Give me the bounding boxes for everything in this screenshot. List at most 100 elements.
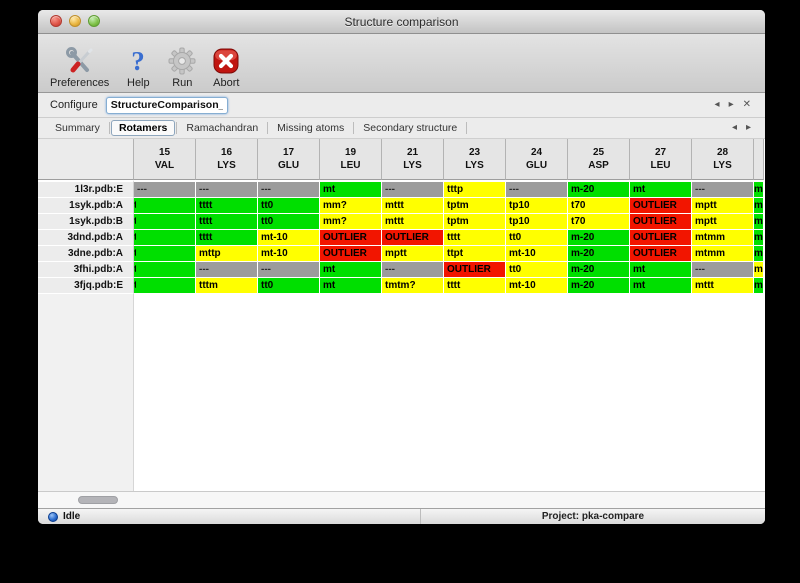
rotamer-cell[interactable]: mt bbox=[630, 278, 692, 294]
column-header-15[interactable]: 15 VAL bbox=[134, 139, 196, 180]
rotamer-cell[interactable]: tttm bbox=[196, 278, 258, 294]
tab-forward-icon[interactable]: ▸ bbox=[745, 122, 751, 133]
rotamer-cell[interactable]: mptt bbox=[382, 246, 444, 262]
tab-summary[interactable]: Summary bbox=[55, 122, 100, 134]
rotamer-cell[interactable]: tttp bbox=[444, 180, 506, 198]
row-label[interactable]: 3dne.pdb:A bbox=[38, 246, 134, 262]
config-forward-icon[interactable]: ▸ bbox=[728, 99, 734, 110]
rotamer-cell[interactable]: tttt bbox=[444, 278, 506, 294]
rotamer-cell[interactable]: OUTLIER bbox=[630, 214, 692, 230]
rotamer-cell[interactable]: tt0 bbox=[258, 214, 320, 230]
tab-back-icon[interactable]: ◂ bbox=[731, 122, 737, 133]
rotamer-cell[interactable]: OUTLIER bbox=[630, 198, 692, 214]
rotamer-cell[interactable]: mt bbox=[630, 262, 692, 278]
help-button[interactable]: ? Help bbox=[123, 46, 153, 89]
horizontal-scrollbar[interactable] bbox=[38, 491, 765, 508]
rotamer-cell[interactable]: tttt bbox=[196, 198, 258, 214]
title-bar[interactable]: Structure comparison bbox=[38, 10, 765, 34]
rotamer-cell[interactable]: tptm bbox=[444, 198, 506, 214]
rotamer-cell[interactable]: tt0 bbox=[258, 278, 320, 294]
tab-ramachandran[interactable]: Ramachandran bbox=[186, 122, 259, 134]
rotamer-cell[interactable]: mtmm bbox=[692, 246, 754, 262]
column-header-27[interactable]: 27 LEU bbox=[630, 139, 692, 180]
column-header-28[interactable]: 28 LYS bbox=[692, 139, 754, 180]
rotamer-cell[interactable]: m-20 bbox=[568, 246, 630, 262]
column-header-17[interactable]: 17 GLU bbox=[258, 139, 320, 180]
row-label[interactable]: 1l3r.pdb:E bbox=[38, 180, 134, 198]
rotamer-cell[interactable]: t bbox=[134, 262, 196, 278]
row-label[interactable]: 1syk.pdb:B bbox=[38, 214, 134, 230]
rotamer-cell[interactable]: mtmm bbox=[692, 230, 754, 246]
rotamer-cell[interactable]: mt-10 bbox=[506, 246, 568, 262]
rotamer-cell[interactable]: m-20 bbox=[568, 230, 630, 246]
rotamer-cell[interactable]: OUTLIER bbox=[444, 262, 506, 278]
rotamer-cell[interactable]: --- bbox=[692, 180, 754, 198]
column-header-24[interactable]: 24 GLU bbox=[506, 139, 568, 180]
rotamer-cell[interactable]: tt0 bbox=[258, 198, 320, 214]
rotamer-cell[interactable]: t bbox=[134, 278, 196, 294]
rotamer-cell[interactable]: mt bbox=[320, 278, 382, 294]
rotamer-cell[interactable]: mt-10 bbox=[258, 246, 320, 262]
rotamer-cell[interactable]: t bbox=[134, 230, 196, 246]
rotamer-cell[interactable]: mttt bbox=[382, 198, 444, 214]
rotamer-cell[interactable]: --- bbox=[196, 180, 258, 198]
column-header-16[interactable]: 16 LYS bbox=[196, 139, 258, 180]
rotamer-cell[interactable]: OUTLIER bbox=[320, 246, 382, 262]
rotamer-cell[interactable]: --- bbox=[382, 180, 444, 198]
rotamer-cell[interactable]: OUTLIER bbox=[320, 230, 382, 246]
rotamer-cell[interactable]: t bbox=[134, 198, 196, 214]
rotamer-cell[interactable]: ttpt bbox=[444, 246, 506, 262]
rotamer-cell[interactable]: tmtm? bbox=[382, 278, 444, 294]
configure-name-input[interactable] bbox=[105, 96, 228, 114]
column-header-21[interactable]: 21 LYS bbox=[382, 139, 444, 180]
rotamer-cell[interactable]: tp10 bbox=[506, 214, 568, 230]
scrollbar-thumb[interactable] bbox=[78, 496, 118, 504]
rotamer-cell[interactable]: mttt bbox=[692, 278, 754, 294]
rotamer-cell[interactable]: mt-10 bbox=[506, 278, 568, 294]
abort-button[interactable]: Abort bbox=[211, 46, 241, 89]
row-label[interactable]: 3dnd.pdb:A bbox=[38, 230, 134, 246]
rotamer-cell[interactable]: tp10 bbox=[506, 198, 568, 214]
minimize-window-button[interactable] bbox=[69, 15, 81, 27]
row-label[interactable]: 3fhi.pdb:A bbox=[38, 262, 134, 278]
tab-rotamers[interactable]: Rotamers bbox=[110, 120, 176, 136]
rotamer-cell[interactable]: mptt bbox=[692, 198, 754, 214]
column-header-23[interactable]: 23 LYS bbox=[444, 139, 506, 180]
rotamer-cell[interactable]: mt bbox=[630, 180, 692, 198]
zoom-window-button[interactable] bbox=[88, 15, 100, 27]
rotamer-cell[interactable]: tttt bbox=[196, 230, 258, 246]
rotamer-cell[interactable]: mm? bbox=[320, 198, 382, 214]
rotamer-cell[interactable]: t bbox=[134, 214, 196, 230]
column-header-25[interactable]: 25 ASP bbox=[568, 139, 630, 180]
tab-secondary-structure[interactable]: Secondary structure bbox=[363, 122, 458, 134]
rotamer-cell[interactable]: mptt bbox=[692, 214, 754, 230]
rotamer-cell[interactable]: m-20 bbox=[568, 278, 630, 294]
tab-missing-atoms[interactable]: Missing atoms bbox=[277, 122, 345, 134]
rotamer-cell[interactable]: --- bbox=[382, 262, 444, 278]
rotamer-cell[interactable]: tt0 bbox=[506, 262, 568, 278]
rotamer-cell[interactable]: t bbox=[134, 246, 196, 262]
rotamer-cell[interactable]: --- bbox=[258, 262, 320, 278]
rotamer-cell[interactable]: --- bbox=[258, 180, 320, 198]
row-label[interactable]: 3fjq.pdb:E bbox=[38, 278, 134, 294]
rotamer-cell[interactable]: tttt bbox=[196, 214, 258, 230]
rotamer-cell[interactable]: OUTLIER bbox=[382, 230, 444, 246]
rotamer-cell[interactable]: m-20 bbox=[568, 180, 630, 198]
preferences-button[interactable]: Preferences bbox=[50, 46, 109, 89]
rotamer-cell[interactable]: OUTLIER bbox=[630, 230, 692, 246]
rotamer-cell[interactable]: mttp bbox=[196, 246, 258, 262]
rotamer-cell[interactable]: tptm bbox=[444, 214, 506, 230]
rotamer-cell[interactable]: --- bbox=[134, 180, 196, 198]
close-window-button[interactable] bbox=[50, 15, 62, 27]
rotamer-cell[interactable]: tt0 bbox=[506, 230, 568, 246]
rotamer-cell[interactable]: --- bbox=[196, 262, 258, 278]
rotamer-cell[interactable]: mt bbox=[320, 262, 382, 278]
rotamer-cell[interactable]: mttt bbox=[382, 214, 444, 230]
row-label[interactable]: 1syk.pdb:A bbox=[38, 198, 134, 214]
rotamer-cell[interactable]: t70 bbox=[568, 198, 630, 214]
rotamer-cell[interactable]: OUTLIER bbox=[630, 246, 692, 262]
config-close-icon[interactable]: ✕ bbox=[742, 99, 751, 110]
rotamer-cell[interactable]: tttt bbox=[444, 230, 506, 246]
rotamer-cell[interactable]: mt-10 bbox=[258, 230, 320, 246]
rotamer-cell[interactable]: mm? bbox=[320, 214, 382, 230]
